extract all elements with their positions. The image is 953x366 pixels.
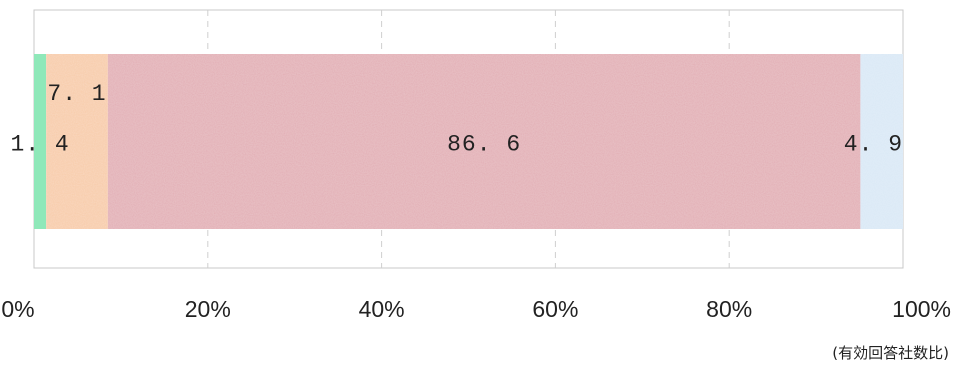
chart-note: (有効回答社数比) (832, 344, 949, 362)
x-tick-label: 40% (359, 296, 405, 322)
x-tick-label: 60% (532, 296, 578, 322)
bar-segment (860, 54, 903, 229)
x-axis-ticks: 0% 20% 40% 60% 80% 100% (1, 296, 951, 322)
x-tick-label: 100% (892, 296, 951, 322)
bar-segment (46, 54, 108, 229)
data-label: 4. 9 (844, 132, 903, 158)
data-label: 1. 4 (10, 132, 69, 158)
bar-segment (34, 54, 47, 229)
data-labels: 1. 4 7. 1 86. 6 4. 9 (10, 81, 903, 158)
x-tick-label: 0% (1, 296, 34, 322)
data-label: 7. 1 (47, 81, 106, 107)
bar-segments (34, 54, 903, 229)
bar-segment (107, 54, 861, 229)
x-tick-label: 20% (185, 296, 231, 322)
data-label: 86. 6 (447, 132, 521, 158)
x-tick-label: 80% (706, 296, 752, 322)
